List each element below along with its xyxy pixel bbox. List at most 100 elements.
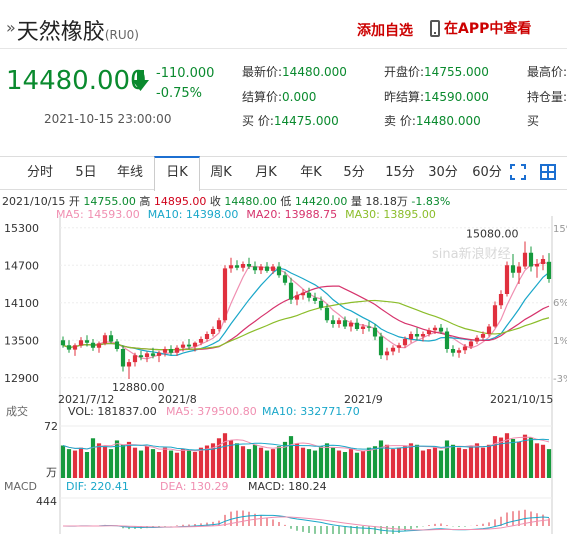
candle	[264, 262, 270, 273]
candle-body	[108, 335, 114, 342]
candle	[540, 255, 546, 271]
tab-2[interactable]: 年线	[116, 165, 143, 180]
candle	[354, 318, 360, 331]
volume-bar	[306, 449, 312, 478]
volume-bar	[378, 440, 384, 478]
candle-body	[348, 322, 354, 327]
volume-bar	[258, 447, 264, 478]
vol-unit: 万	[46, 466, 57, 479]
candle	[150, 347, 156, 359]
volume-bar	[132, 447, 138, 478]
candle-body	[222, 268, 228, 321]
candle-body	[234, 265, 240, 268]
volume-bar	[174, 452, 180, 478]
volume-bar	[102, 446, 108, 478]
quote-field: 买	[527, 112, 539, 129]
ma30-line	[62, 299, 550, 351]
view-in-app-button[interactable]: 在APP中查看	[430, 18, 531, 38]
candle	[270, 264, 276, 274]
tab-9[interactable]: 30分	[428, 165, 458, 180]
candle-body	[288, 282, 294, 300]
volume-bar	[534, 443, 540, 478]
candle	[474, 335, 480, 344]
volume-bar	[432, 447, 438, 478]
vol-ma10-line	[62, 438, 550, 451]
candle-body	[390, 347, 396, 352]
volume-bar	[504, 433, 510, 478]
candle-body	[522, 252, 528, 267]
candle-body	[216, 320, 222, 329]
candle-body	[438, 327, 444, 332]
y-tick-label: 13500	[4, 334, 39, 347]
volume-bar	[216, 438, 222, 478]
candle	[210, 326, 216, 337]
candle-body	[264, 266, 270, 271]
candle	[138, 350, 144, 361]
ma-legend-item: MA20: 13988.75	[246, 208, 338, 221]
tab-10[interactable]: 60分	[472, 165, 502, 180]
candle-body	[534, 264, 540, 267]
volume-bar	[480, 447, 486, 478]
candle-body	[294, 295, 300, 300]
quote-field-label: 开盘价:	[384, 65, 425, 79]
tab-3[interactable]: 日K	[154, 156, 200, 191]
tab-7[interactable]: 5分	[343, 165, 365, 180]
tab-6[interactable]: 年K	[300, 165, 322, 180]
volume-bar	[180, 449, 186, 478]
candle-body	[504, 265, 510, 294]
candle	[228, 257, 234, 273]
tab-5[interactable]: 月K	[255, 165, 277, 180]
vol-label: 量	[350, 195, 362, 208]
volume-bar	[204, 445, 210, 478]
y-tick-label: 14100	[4, 297, 39, 310]
candle-body	[138, 355, 144, 358]
tab-4[interactable]: 周K	[210, 165, 232, 180]
volume-bar	[240, 446, 246, 478]
fullscreen-icon[interactable]	[510, 164, 526, 180]
candle-body	[192, 342, 198, 347]
volume-bar	[114, 440, 120, 478]
candle-body	[180, 344, 186, 348]
candle	[348, 320, 354, 332]
grid-settings-icon[interactable]	[540, 164, 556, 180]
vol-ma5: MA5: 379500.80	[166, 405, 257, 418]
tab-8[interactable]: 15分	[385, 165, 415, 180]
candle	[366, 321, 372, 332]
quote-field: 最高价:	[527, 63, 567, 80]
candle	[108, 330, 114, 344]
volume-bar	[540, 444, 546, 478]
max-price-label: 15080.00	[466, 228, 519, 241]
quote-field-value: 14755.000	[424, 65, 489, 79]
candle	[522, 241, 528, 269]
add-favorite-button[interactable]: 添加自选	[357, 23, 413, 39]
volume-bar	[222, 433, 228, 478]
tab-0[interactable]: 分时	[26, 165, 53, 180]
candle-body	[300, 292, 306, 296]
quote-field-label: 昨结算:	[384, 90, 425, 104]
expand-chevron-icon[interactable]: »	[6, 18, 16, 37]
candle	[156, 350, 162, 363]
dif-line	[62, 514, 550, 532]
tab-1[interactable]: 5日	[75, 165, 97, 180]
candle-body	[66, 345, 72, 350]
volume-bar	[294, 443, 300, 478]
candle-body	[510, 265, 516, 273]
volume-bar	[126, 441, 132, 478]
candle	[546, 253, 552, 283]
volume-bar	[270, 449, 276, 478]
price-change: -110.000 -0.75%	[156, 64, 214, 104]
volume-bar	[498, 437, 504, 478]
candle-body	[546, 261, 552, 279]
candle	[66, 340, 72, 353]
high-label: 高	[139, 195, 151, 208]
volume-bar	[156, 452, 162, 478]
candle-body	[60, 340, 66, 346]
volume-bar	[486, 444, 492, 478]
candle	[60, 336, 66, 348]
candle	[78, 337, 84, 348]
volume-bar	[462, 449, 468, 478]
candle	[504, 261, 510, 297]
volume-bar	[108, 449, 114, 478]
candle-body	[246, 264, 252, 267]
